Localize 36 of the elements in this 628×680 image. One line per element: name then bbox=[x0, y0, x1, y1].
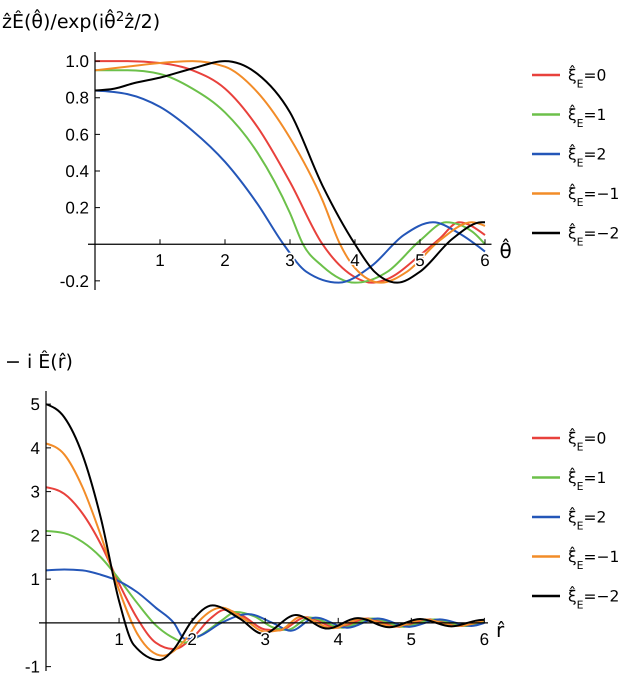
legend-label: ξ̂$_{E}$=0 bbox=[568, 64, 606, 90]
y-tick-label: 4 bbox=[30, 438, 40, 458]
x-tick-label: 4 bbox=[350, 251, 360, 270]
y-tick-label: -0.2 bbox=[60, 272, 89, 291]
legend-label: ξ̂$_{E}$=1 bbox=[568, 104, 606, 130]
x-tick-label: 2 bbox=[187, 630, 197, 649]
y-tick-label: 1 bbox=[30, 570, 40, 590]
x-tick-label: 1 bbox=[155, 251, 165, 270]
y-tick-label: 2 bbox=[30, 526, 40, 546]
y-tick-label: 1.0 bbox=[65, 52, 89, 72]
x-tick-label: 5 bbox=[406, 630, 416, 649]
y-tick-label: 5 bbox=[30, 395, 40, 414]
y-tick-label: 3 bbox=[30, 482, 40, 502]
x-tick-label: 4 bbox=[333, 630, 343, 649]
x-tick-label: 3 bbox=[285, 251, 295, 270]
legend-label: ξ̂$_{E}$=−2 bbox=[568, 222, 620, 248]
y-tick-label: 0.8 bbox=[65, 88, 89, 108]
y-tick-label: 0.6 bbox=[65, 125, 89, 144]
y-tick-label: 0.2 bbox=[65, 198, 89, 218]
legend-label: ξ̂$_{E}$=−2 bbox=[568, 586, 620, 611]
x-axis-title: θ̂ bbox=[500, 238, 512, 264]
x-tick-label: 6 bbox=[480, 251, 490, 270]
legend-label: ξ̂$_{E}$=2 bbox=[568, 506, 606, 532]
y-axis-title: ẑÊ(θ̂)/exp(iθ̂$^{2}$ẑ/2) bbox=[2, 8, 160, 33]
legend-label: ξ̂$_{E}$=2 bbox=[568, 144, 606, 169]
legend-label: ξ̂$_{E}$=0 bbox=[568, 428, 606, 453]
legend-label: ξ̂$_{E}$=−1 bbox=[568, 546, 620, 572]
legend-label: ξ̂$_{E}$=1 bbox=[568, 467, 606, 492]
x-tick-label: 1 bbox=[114, 630, 124, 649]
legend-label: ξ̂$_{E}$=−1 bbox=[568, 183, 620, 208]
x-axis-title: r̂ bbox=[496, 618, 506, 642]
x-tick-label: 2 bbox=[220, 251, 230, 270]
y-tick-label: -1 bbox=[24, 658, 40, 677]
y-axis-title: − i Ê(r̂) bbox=[5, 350, 73, 373]
x-tick-label: 6 bbox=[480, 630, 490, 649]
y-tick-label: 0.4 bbox=[65, 162, 89, 181]
